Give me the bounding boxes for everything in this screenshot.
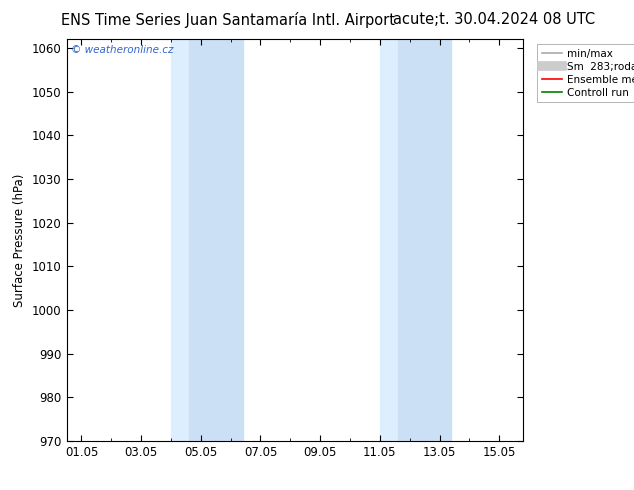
Y-axis label: Surface Pressure (hPa): Surface Pressure (hPa) — [13, 173, 27, 307]
Bar — [380, 39, 398, 441]
Text: acute;t. 30.04.2024 08 UTC: acute;t. 30.04.2024 08 UTC — [394, 12, 595, 27]
Bar — [171, 39, 189, 441]
Text: © weatheronline.cz: © weatheronline.cz — [71, 45, 174, 55]
Bar — [398, 39, 451, 441]
Bar — [189, 39, 243, 441]
Text: ENS Time Series Juan Santamaría Intl. Airport: ENS Time Series Juan Santamaría Intl. Ai… — [61, 12, 395, 28]
Legend: min/max, Sm  283;rodatn acute; odchylka, Ensemble mean run, Controll run: min/max, Sm 283;rodatn acute; odchylka, … — [538, 45, 634, 102]
